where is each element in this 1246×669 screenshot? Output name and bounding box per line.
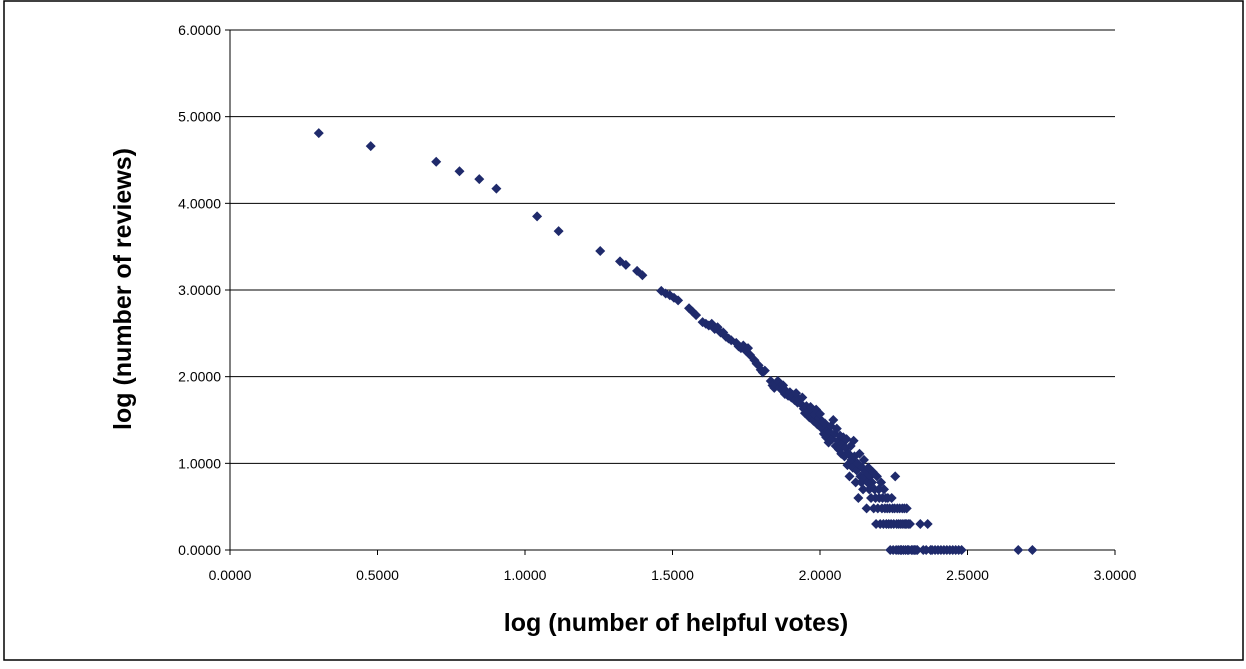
- data-point: [901, 503, 912, 514]
- data-point: [828, 415, 839, 425]
- x-tick-label: 0.5000: [356, 567, 399, 583]
- y-tick-label: 5.0000: [178, 109, 221, 125]
- data-point: [922, 519, 933, 529]
- data-point: [1013, 545, 1024, 555]
- data-point: [759, 365, 770, 376]
- y-tick-label: 1.0000: [178, 455, 221, 471]
- axes: [225, 29, 1116, 555]
- data-point: [474, 174, 485, 185]
- data-point: [858, 454, 869, 465]
- y-tick-label: 4.0000: [178, 195, 221, 211]
- y-tick-label: 3.0000: [178, 282, 221, 298]
- x-axis-title: log (number of helpful votes): [504, 609, 848, 637]
- data-point: [879, 484, 890, 495]
- data-point: [431, 156, 442, 167]
- data-point: [853, 493, 864, 503]
- x-tick-label: 2.5000: [946, 567, 989, 583]
- data-point: [912, 545, 923, 555]
- data-point: [491, 183, 502, 194]
- data-point: [797, 392, 808, 403]
- x-tick-label: 1.0000: [504, 567, 547, 583]
- x-tick-label: 1.5000: [651, 567, 694, 583]
- data-point: [886, 493, 897, 503]
- data-points: [313, 128, 1038, 555]
- x-tick-label: 2.0000: [799, 567, 842, 583]
- tick-labels: 0.0000 1.0000 2.0000 3.0000 4.0000 5.0000 6.00…: [178, 22, 1136, 583]
- x-tick-label: 0.0000: [209, 567, 252, 583]
- y-tick-label: 6.0000: [178, 22, 221, 38]
- data-point: [844, 471, 855, 482]
- data-point: [553, 226, 564, 237]
- data-point: [854, 448, 865, 459]
- data-point: [850, 477, 861, 488]
- data-point: [532, 211, 543, 222]
- data-point: [861, 503, 872, 514]
- gridlines: [230, 29, 1115, 464]
- data-point: [637, 270, 648, 281]
- data-point: [904, 519, 915, 529]
- data-point: [858, 484, 869, 495]
- data-point: [815, 408, 825, 419]
- data-point: [915, 519, 926, 529]
- data-point: [454, 166, 465, 177]
- y-tick-label: 2.0000: [178, 369, 221, 385]
- y-axis-title: log (number of reviews): [109, 148, 137, 430]
- data-point: [313, 128, 324, 139]
- data-point: [890, 471, 901, 482]
- data-point: [673, 295, 684, 306]
- data-point: [365, 141, 376, 152]
- data-point: [848, 435, 859, 446]
- x-tick-label: 3.0000: [1094, 567, 1137, 583]
- data-point: [956, 545, 967, 555]
- data-point: [841, 434, 852, 445]
- data-point: [691, 310, 702, 321]
- data-point: [595, 246, 606, 256]
- data-point: [871, 471, 882, 482]
- y-tick-label: 0.0000: [178, 542, 221, 558]
- outer-border: [3, 0, 1244, 661]
- data-point: [1027, 545, 1038, 555]
- data-point: [831, 423, 842, 434]
- data-point: [620, 259, 631, 270]
